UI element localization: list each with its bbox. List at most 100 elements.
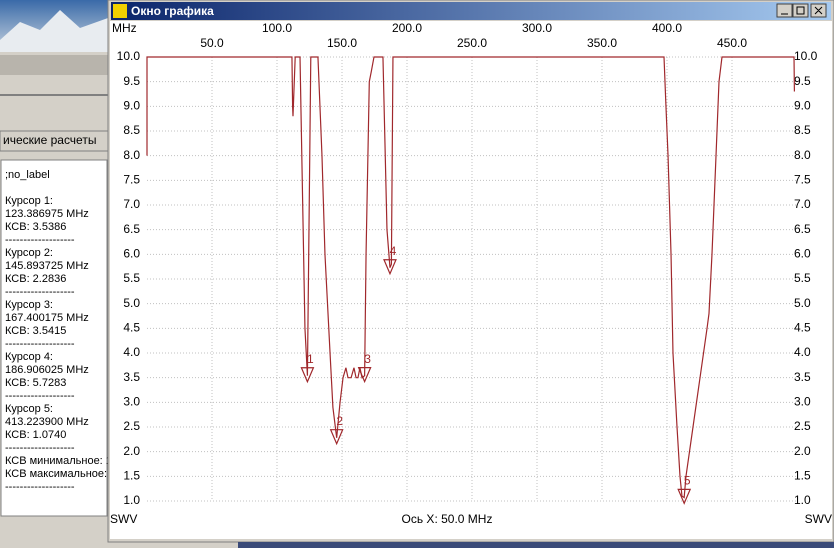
x-step-note: Ось X: 50.0 MHz (402, 512, 493, 526)
x-tick-label: 400.0 (652, 21, 682, 35)
y-tick-label: 9.5 (123, 74, 140, 88)
y-tick-label: 3.0 (123, 395, 140, 409)
panel-line: КСВ минимальное: 1 (5, 455, 112, 467)
panel-line: ------------------- (5, 338, 75, 350)
y-tick-label-right: 3.0 (794, 395, 811, 409)
panel-line: Курсор 3: (5, 299, 53, 311)
y-tick-label: 8.0 (123, 148, 140, 162)
cursor-label: 5 (684, 474, 691, 488)
cursor-label: 4 (390, 244, 397, 258)
y-tick-label: 4.5 (123, 321, 140, 335)
panel-line: КСВ: 1.0740 (5, 429, 66, 441)
panel-line: ------------------- (5, 442, 75, 454)
title-bar (111, 2, 831, 20)
cursor-marker (357, 367, 372, 384)
panel-line: 413.223900 MHz (5, 416, 89, 428)
panel-line: КСВ максимальное: (5, 468, 107, 480)
x-tick-label: 450.0 (717, 36, 747, 50)
button-glyphs (781, 6, 823, 15)
panel-line: Курсор 5: (5, 403, 53, 415)
swr-line (146, 56, 795, 499)
y-tick-label-right: 7.0 (794, 197, 811, 211)
x-unit: MHz (112, 21, 137, 35)
y-tick-label: 1.5 (123, 469, 140, 483)
y-tick-label-right: 5.0 (794, 296, 811, 310)
y-tick-label: 2.5 (123, 419, 140, 433)
cursor-label: 2 (336, 414, 343, 428)
panel-line: 123.386975 MHz (5, 208, 89, 220)
y-tick-label: 7.5 (123, 173, 140, 187)
window-icon (113, 4, 127, 18)
y-tick-label-right: 8.0 (794, 148, 811, 162)
y-tick-label: 5.5 (123, 271, 140, 285)
x-tick-label: 200.0 (392, 21, 422, 35)
y-tick-label-right: 1.0 (794, 493, 811, 507)
y-tick-label-right: 6.5 (794, 222, 811, 236)
mountain (0, 10, 108, 52)
panel-line: ------------------- (5, 234, 75, 246)
y-tick-label-right: 4.0 (794, 345, 811, 359)
y-tick-label: 3.5 (123, 370, 140, 384)
cursor-marker (329, 429, 344, 446)
divider (0, 94, 108, 96)
y-tick-label-right: 1.5 (794, 469, 811, 483)
panel-line: 186.906025 MHz (5, 364, 89, 376)
y-tick-label: 2.0 (123, 444, 140, 458)
y-tick-label-right: 9.0 (794, 99, 811, 113)
x-tick-label: 150.0 (327, 36, 357, 50)
minimize-button[interactable] (776, 3, 793, 18)
tab-label: ические расчеты (3, 133, 96, 147)
panel-line: ------------------- (5, 286, 75, 298)
maximize-button[interactable] (792, 3, 809, 18)
cursor-label: 3 (364, 352, 371, 366)
panel-line: КСВ: 3.5415 (5, 325, 66, 337)
y-tick-label: 6.0 (123, 247, 140, 261)
panel-line: Курсор 1: (5, 195, 53, 207)
y-tick-label-right: 8.5 (794, 123, 811, 137)
y-tick-label: 4.0 (123, 345, 140, 359)
y-tick-label: 9.0 (123, 99, 140, 113)
panel-line: 145.893725 MHz (5, 260, 89, 272)
text-box (0, 159, 108, 517)
window-title: Окно графика (131, 4, 214, 18)
y-tick-label-right: 2.5 (794, 419, 811, 433)
panel-line: ;no_label (5, 169, 50, 181)
panel-line: ------------------- (5, 390, 75, 402)
panel-line: 167.400175 MHz (5, 312, 89, 324)
panel-line: КСВ: 2.2836 (5, 273, 66, 285)
panel-line: КСВ: 3.5386 (5, 221, 66, 233)
panel-line: Курсор 2: (5, 247, 53, 259)
panel-line: ------------------- (5, 481, 75, 493)
cursor-marker (300, 367, 315, 384)
taskbar-strip (238, 542, 834, 548)
toolbar (0, 55, 108, 75)
y-tick-label-right: 9.5 (794, 74, 811, 88)
y-tick-label: 8.5 (123, 123, 140, 137)
cursor-marker (677, 488, 692, 505)
cursor-label: 1 (307, 352, 314, 366)
cursor-marker (383, 259, 397, 276)
y-tick-label-right: 2.0 (794, 444, 811, 458)
x-tick-label: 100.0 (262, 21, 292, 35)
x-tick-label: 300.0 (522, 21, 552, 35)
plot-background (110, 21, 832, 539)
x-tick-label: 50.0 (200, 36, 224, 50)
y-tick-label-right: 5.5 (794, 271, 811, 285)
x-tick-label: 250.0 (457, 36, 487, 50)
panel-line: Курсор 4: (5, 351, 53, 363)
panel-line: КСВ: 5.7283 (5, 377, 66, 389)
y-tick-label-right: 6.0 (794, 247, 811, 261)
x-tick-label: 350.0 (587, 36, 617, 50)
y-tick-label: 10.0 (117, 49, 141, 63)
y-tick-label-right: 10.0 (794, 49, 818, 63)
y-tick-label-right: 4.5 (794, 321, 811, 335)
y-tick-label: 7.0 (123, 197, 140, 211)
y-tick-label: 1.0 (123, 493, 140, 507)
y-tick-label: 6.5 (123, 222, 140, 236)
y-label-right: SWV (805, 512, 832, 526)
y-tick-label-right: 3.5 (794, 370, 811, 384)
y-tick-label: 5.0 (123, 296, 140, 310)
y-tick-label-right: 7.5 (794, 173, 811, 187)
